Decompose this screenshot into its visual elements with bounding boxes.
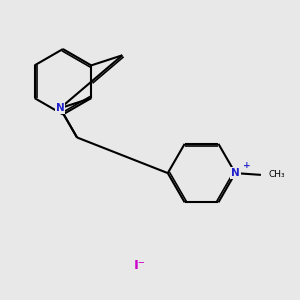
Text: I⁻: I⁻ xyxy=(134,259,145,272)
Text: N: N xyxy=(56,103,64,113)
Text: CH₃: CH₃ xyxy=(269,170,285,179)
Text: N: N xyxy=(231,168,240,178)
Text: +: + xyxy=(243,161,250,170)
